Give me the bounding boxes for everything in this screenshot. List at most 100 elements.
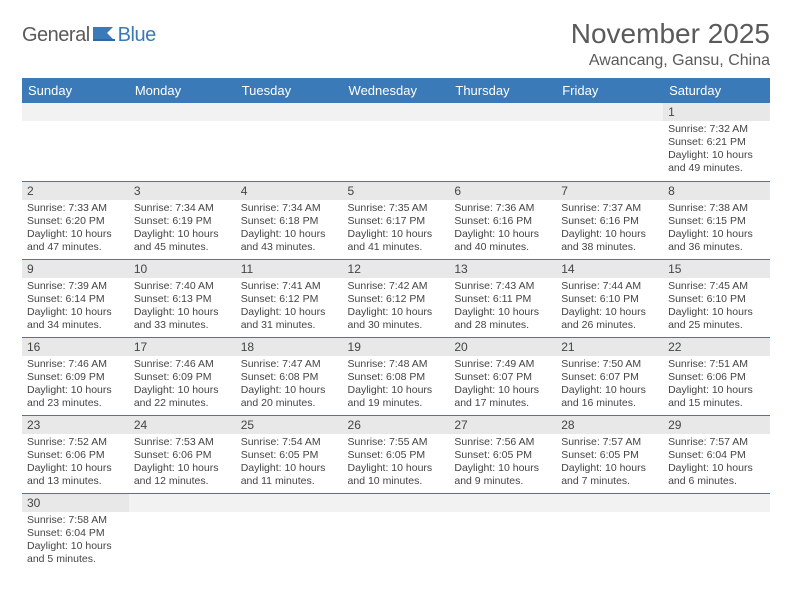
calendar-cell: 17Sunrise: 7:46 AMSunset: 6:09 PMDayligh…: [129, 337, 236, 415]
calendar-cell: 30Sunrise: 7:58 AMSunset: 6:04 PMDayligh…: [22, 493, 129, 571]
day-details: Sunrise: 7:35 AMSunset: 6:17 PMDaylight:…: [343, 200, 450, 259]
sunset-text: Sunset: 6:10 PM: [668, 293, 765, 306]
day-number: 13: [449, 260, 556, 278]
daylight-text: Daylight: 10 hours and 43 minutes.: [241, 228, 338, 254]
daylight-text: Daylight: 10 hours and 22 minutes.: [134, 384, 231, 410]
sunrise-text: Sunrise: 7:34 AM: [241, 202, 338, 215]
day-number-empty: [236, 494, 343, 512]
day-details: Sunrise: 7:41 AMSunset: 6:12 PMDaylight:…: [236, 278, 343, 337]
day-details: Sunrise: 7:49 AMSunset: 6:07 PMDaylight:…: [449, 356, 556, 415]
day-details: Sunrise: 7:43 AMSunset: 6:11 PMDaylight:…: [449, 278, 556, 337]
day-number: 10: [129, 260, 236, 278]
day-details: Sunrise: 7:32 AMSunset: 6:21 PMDaylight:…: [663, 121, 770, 180]
calendar-week: 2Sunrise: 7:33 AMSunset: 6:20 PMDaylight…: [22, 181, 770, 259]
sunrise-text: Sunrise: 7:48 AM: [348, 358, 445, 371]
calendar-cell: 15Sunrise: 7:45 AMSunset: 6:10 PMDayligh…: [663, 259, 770, 337]
sunrise-text: Sunrise: 7:53 AM: [134, 436, 231, 449]
sunset-text: Sunset: 6:05 PM: [454, 449, 551, 462]
daylight-text: Daylight: 10 hours and 7 minutes.: [561, 462, 658, 488]
sunset-text: Sunset: 6:09 PM: [27, 371, 124, 384]
calendar-cell: 14Sunrise: 7:44 AMSunset: 6:10 PMDayligh…: [556, 259, 663, 337]
calendar-cell: 29Sunrise: 7:57 AMSunset: 6:04 PMDayligh…: [663, 415, 770, 493]
calendar-cell: [129, 493, 236, 571]
sunrise-text: Sunrise: 7:44 AM: [561, 280, 658, 293]
sunset-text: Sunset: 6:06 PM: [27, 449, 124, 462]
day-details: Sunrise: 7:48 AMSunset: 6:08 PMDaylight:…: [343, 356, 450, 415]
daylight-text: Daylight: 10 hours and 12 minutes.: [134, 462, 231, 488]
sunrise-text: Sunrise: 7:43 AM: [454, 280, 551, 293]
day-header: Friday: [556, 78, 663, 103]
day-header: Sunday: [22, 78, 129, 103]
day-number: 1: [663, 103, 770, 121]
daylight-text: Daylight: 10 hours and 45 minutes.: [134, 228, 231, 254]
sunrise-text: Sunrise: 7:41 AM: [241, 280, 338, 293]
day-number-empty: [449, 494, 556, 512]
daylight-text: Daylight: 10 hours and 9 minutes.: [454, 462, 551, 488]
sunrise-text: Sunrise: 7:52 AM: [27, 436, 124, 449]
daylight-text: Daylight: 10 hours and 47 minutes.: [27, 228, 124, 254]
header: General Blue November 2025 Awancang, Gan…: [22, 18, 770, 70]
sunset-text: Sunset: 6:10 PM: [561, 293, 658, 306]
sunrise-text: Sunrise: 7:38 AM: [668, 202, 765, 215]
day-number: 21: [556, 338, 663, 356]
day-details: Sunrise: 7:34 AMSunset: 6:18 PMDaylight:…: [236, 200, 343, 259]
calendar-cell: [556, 493, 663, 571]
sunrise-text: Sunrise: 7:56 AM: [454, 436, 551, 449]
calendar-week: 30Sunrise: 7:58 AMSunset: 6:04 PMDayligh…: [22, 493, 770, 571]
sunrise-text: Sunrise: 7:54 AM: [241, 436, 338, 449]
month-title: November 2025: [571, 18, 770, 50]
day-number: 20: [449, 338, 556, 356]
sunrise-text: Sunrise: 7:47 AM: [241, 358, 338, 371]
calendar-cell: 6Sunrise: 7:36 AMSunset: 6:16 PMDaylight…: [449, 181, 556, 259]
daylight-text: Daylight: 10 hours and 23 minutes.: [27, 384, 124, 410]
day-details: Sunrise: 7:45 AMSunset: 6:10 PMDaylight:…: [663, 278, 770, 337]
sunrise-text: Sunrise: 7:42 AM: [348, 280, 445, 293]
day-number-empty: [556, 494, 663, 512]
calendar-cell: 4Sunrise: 7:34 AMSunset: 6:18 PMDaylight…: [236, 181, 343, 259]
day-header: Tuesday: [236, 78, 343, 103]
sunrise-text: Sunrise: 7:46 AM: [27, 358, 124, 371]
sunrise-text: Sunrise: 7:34 AM: [134, 202, 231, 215]
calendar-cell: 23Sunrise: 7:52 AMSunset: 6:06 PMDayligh…: [22, 415, 129, 493]
sunset-text: Sunset: 6:05 PM: [348, 449, 445, 462]
daylight-text: Daylight: 10 hours and 33 minutes.: [134, 306, 231, 332]
calendar-cell: [22, 103, 129, 181]
daylight-text: Daylight: 10 hours and 17 minutes.: [454, 384, 551, 410]
calendar-table: SundayMondayTuesdayWednesdayThursdayFrid…: [22, 78, 770, 571]
day-details: Sunrise: 7:42 AMSunset: 6:12 PMDaylight:…: [343, 278, 450, 337]
calendar-cell: 27Sunrise: 7:56 AMSunset: 6:05 PMDayligh…: [449, 415, 556, 493]
day-number: 25: [236, 416, 343, 434]
day-details: Sunrise: 7:54 AMSunset: 6:05 PMDaylight:…: [236, 434, 343, 493]
calendar-cell: 2 Sunrise: 7:33 AMSunset: 6:20 PMDaylight…: [22, 181, 129, 259]
sunset-text: Sunset: 6:16 PM: [454, 215, 551, 228]
daylight-text: Daylight: 10 hours and 36 minutes.: [668, 228, 765, 254]
day-header: Saturday: [663, 78, 770, 103]
day-header: Wednesday: [343, 78, 450, 103]
day-details: Sunrise: 7:40 AMSunset: 6:13 PMDaylight:…: [129, 278, 236, 337]
day-details: Sunrise: 7:37 AMSunset: 6:16 PMDaylight:…: [556, 200, 663, 259]
sunset-text: Sunset: 6:19 PM: [134, 215, 231, 228]
calendar-page: General Blue November 2025 Awancang, Gan…: [0, 0, 792, 581]
sunrise-text: Sunrise: 7:33 AM: [27, 202, 124, 215]
sunset-text: Sunset: 6:20 PM: [27, 215, 124, 228]
sunrise-text: Sunrise: 7:58 AM: [27, 514, 124, 527]
day-number-empty: [22, 103, 129, 121]
day-number: 26: [343, 416, 450, 434]
daylight-text: Daylight: 10 hours and 28 minutes.: [454, 306, 551, 332]
daylight-text: Daylight: 10 hours and 15 minutes.: [668, 384, 765, 410]
day-number: 22: [663, 338, 770, 356]
calendar-cell: 3Sunrise: 7:34 AMSunset: 6:19 PMDaylight…: [129, 181, 236, 259]
calendar-cell: 8Sunrise: 7:38 AMSunset: 6:15 PMDaylight…: [663, 181, 770, 259]
sunrise-text: Sunrise: 7:57 AM: [668, 436, 765, 449]
sunrise-text: Sunrise: 7:49 AM: [454, 358, 551, 371]
day-details: Sunrise: 7:56 AMSunset: 6:05 PMDaylight:…: [449, 434, 556, 493]
day-details: Sunrise: 7:57 AMSunset: 6:04 PMDaylight:…: [663, 434, 770, 493]
daylight-text: Daylight: 10 hours and 20 minutes.: [241, 384, 338, 410]
calendar-cell: 12Sunrise: 7:42 AMSunset: 6:12 PMDayligh…: [343, 259, 450, 337]
sunset-text: Sunset: 6:15 PM: [668, 215, 765, 228]
calendar-cell: 10Sunrise: 7:40 AMSunset: 6:13 PMDayligh…: [129, 259, 236, 337]
day-number-empty: [556, 103, 663, 121]
day-number: 15: [663, 260, 770, 278]
daylight-text: Daylight: 10 hours and 5 minutes.: [27, 540, 124, 566]
day-number: 2: [22, 182, 129, 200]
